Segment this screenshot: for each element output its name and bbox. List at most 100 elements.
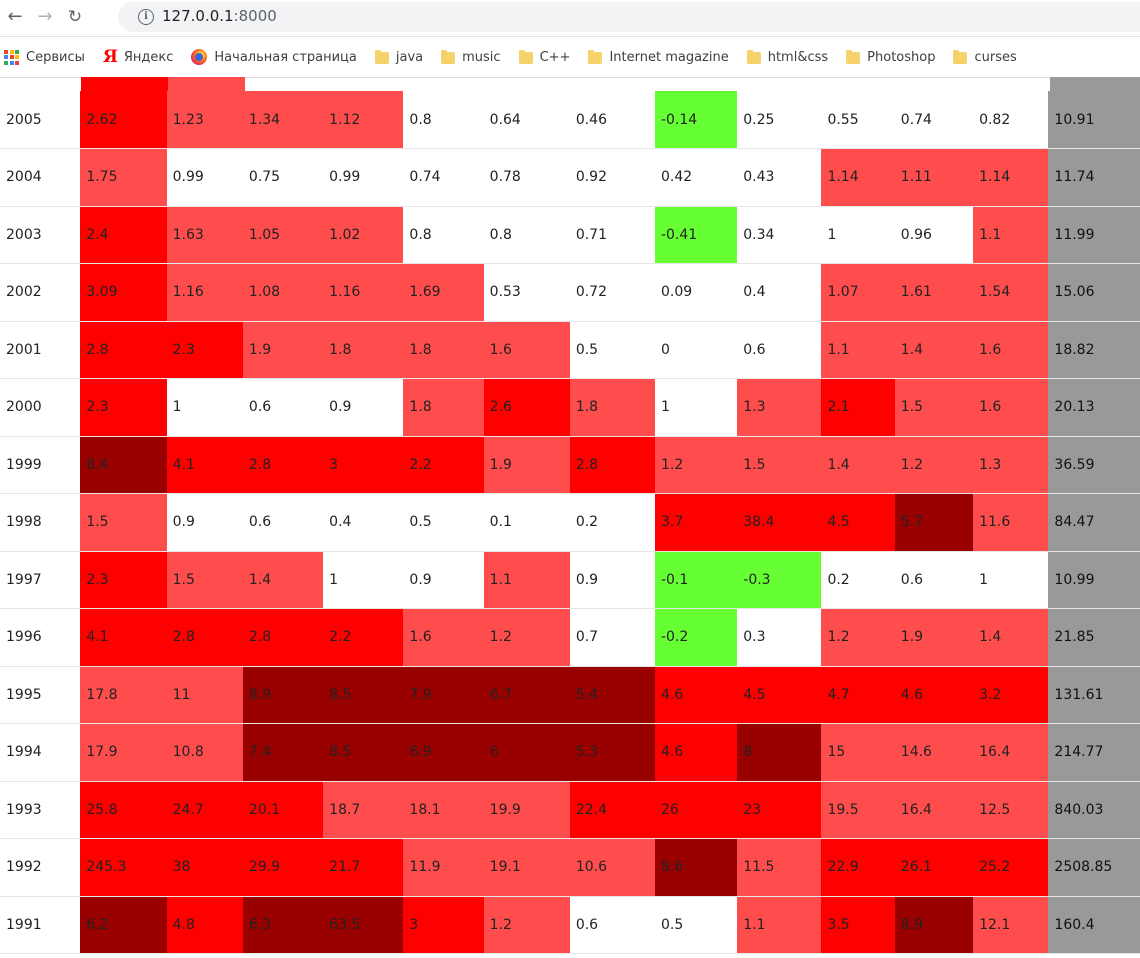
- month-value-cell: 12.5: [973, 781, 1049, 839]
- month-value-cell: 0.5: [654, 896, 738, 954]
- month-value-cell: 16.4: [973, 723, 1049, 782]
- partial-row-cell: [81, 77, 168, 91]
- month-value-cell: 1: [973, 551, 1049, 609]
- bookmark-internet-magazine[interactable]: Internet magazine: [588, 45, 729, 69]
- info-icon[interactable]: i: [138, 9, 154, 25]
- month-value-cell: 8.4: [80, 436, 167, 494]
- year-cell: 2004: [0, 148, 81, 207]
- folder-icon: [518, 49, 533, 64]
- bookmark-curses[interactable]: curses: [953, 45, 1017, 69]
- month-value-cell: 0.6: [242, 378, 324, 437]
- month-value-cell: 2.3: [80, 378, 167, 437]
- url-input[interactable]: i 127.0.0.1:8000: [118, 2, 1140, 32]
- back-arrow-icon[interactable]: ←: [7, 6, 23, 27]
- year-cell: 1995: [0, 666, 81, 724]
- month-value-cell: 3.5: [821, 896, 895, 954]
- month-value-cell: 1: [821, 206, 895, 264]
- bookmark-label: java: [395, 49, 424, 65]
- month-value-cell: 4.8: [166, 896, 243, 954]
- month-value-cell: 6.7: [483, 666, 570, 724]
- month-value-cell: 3: [323, 436, 404, 494]
- month-value-cell: 0.1: [483, 493, 570, 552]
- month-value-cell: 2.62: [80, 91, 167, 149]
- forward-arrow-icon[interactable]: →: [37, 6, 53, 27]
- month-value-cell: 17.9: [80, 723, 167, 782]
- table-row: 1998 1.5 0.9 0.6 0.4 0.5 0.1 0.2 3.7 38.4 4.5 5.7 11…: [0, 493, 1140, 552]
- year-total-cell: 36.59: [1048, 436, 1140, 494]
- month-value-cell: 11.5: [737, 838, 822, 897]
- year-total-cell: 214.77: [1048, 723, 1140, 782]
- month-value-cell: 0.96: [894, 206, 974, 264]
- bookmark-label: Photoshop: [867, 49, 936, 65]
- month-value-cell: 19.1: [483, 838, 570, 897]
- month-value-cell: 0.8: [403, 91, 484, 149]
- month-value-cell: 1.8: [403, 378, 484, 437]
- year-total-cell: 21.85: [1048, 608, 1140, 667]
- month-value-cell: 4.7: [821, 666, 895, 724]
- month-value-cell: 0.42: [654, 148, 738, 207]
- bookmark-photoshop[interactable]: Photoshop: [846, 45, 935, 69]
- month-value-cell: 2.3: [166, 321, 243, 379]
- month-value-cell: 19.9: [483, 781, 570, 839]
- month-value-cell: -0.14: [654, 91, 738, 149]
- bookmark-label: Начальная страница: [214, 49, 357, 65]
- month-value-cell: 4.6: [894, 666, 974, 724]
- month-value-cell: 0.6: [569, 896, 655, 954]
- apps-grid-icon: [4, 49, 19, 65]
- month-value-cell: 0.82: [973, 91, 1049, 149]
- month-value-cell: 23: [737, 781, 822, 839]
- year-cell: 1993: [0, 781, 81, 839]
- bookmark-сервисы[interactable]: Сервисы: [4, 45, 85, 69]
- bookmark-java[interactable]: java: [374, 45, 424, 69]
- month-value-cell: 1.5: [166, 551, 243, 609]
- month-value-cell: 1.4: [973, 608, 1049, 667]
- bookmark-music[interactable]: music: [441, 45, 501, 69]
- table-row: 1999 8.4 4.1 2.8 3 2.2 1.9 2.8 1.2 1.5 1.4 1.2 1.3 36…: [0, 436, 1140, 494]
- month-value-cell: 0.6: [894, 551, 974, 609]
- bookmark-html-css[interactable]: html&css: [746, 45, 829, 69]
- month-value-cell: 2.4: [80, 206, 167, 264]
- bookmark-label: Internet magazine: [609, 49, 729, 65]
- table-row: 2005 2.62 1.23 1.34 1.12 0.8 0.64 0.46 -0.14 0.25…: [0, 91, 1140, 149]
- month-value-cell: 15: [821, 723, 895, 782]
- year-total-cell: 18.82: [1048, 321, 1140, 379]
- bookmark-label: C++: [539, 49, 571, 65]
- bookmark-c-[interactable]: C++: [518, 45, 571, 69]
- month-value-cell: 0.2: [821, 551, 895, 609]
- month-value-cell: 25.8: [80, 781, 167, 839]
- year-total-cell: 20.13: [1048, 378, 1140, 437]
- month-value-cell: 0.4: [323, 493, 404, 552]
- month-value-cell: 2.8: [166, 608, 243, 667]
- url-port: :8000: [233, 7, 277, 25]
- month-value-cell: 1.75: [80, 148, 167, 207]
- month-value-cell: 1.1: [483, 551, 570, 609]
- month-value-cell: 0.99: [166, 148, 243, 207]
- month-value-cell: 1.5: [737, 436, 822, 494]
- folder-icon: [846, 49, 861, 64]
- bookmark-label: Яндекс: [123, 49, 174, 65]
- bookmark-яндекс[interactable]: Я Яндекс: [103, 45, 174, 69]
- month-value-cell: -0.2: [654, 608, 738, 667]
- address-bar: ← → ↻ i 127.0.0.1:8000: [0, 0, 1140, 37]
- table-row: 1997 2.3 1.5 1.4 1 0.9 1.1 0.9 -0.1 -0.3 0.2 0.6 1 10…: [0, 551, 1140, 609]
- url-text[interactable]: 127.0.0.1:8000: [162, 7, 277, 25]
- folder-icon: [374, 49, 389, 64]
- month-value-cell: 8: [737, 723, 822, 782]
- yandex-icon: Я: [102, 47, 118, 67]
- bookmark-label: html&css: [767, 49, 829, 65]
- month-value-cell: 1.8: [403, 321, 484, 379]
- month-value-cell: 0.55: [821, 91, 895, 149]
- month-value-cell: 2.8: [569, 436, 655, 494]
- reload-icon[interactable]: ↻: [67, 7, 83, 27]
- partial-row-cell: [1050, 77, 1140, 91]
- year-cell: 2005: [0, 91, 81, 149]
- month-value-cell: 21.7: [323, 838, 404, 897]
- month-value-cell: 4.1: [166, 436, 243, 494]
- month-value-cell: 11.6: [973, 493, 1049, 552]
- month-value-cell: 1.08: [242, 263, 324, 322]
- month-value-cell: 0.4: [737, 263, 822, 322]
- firefox-icon: [191, 49, 208, 65]
- bookmark-начальная-страница[interactable]: Начальная страница: [191, 45, 357, 69]
- month-value-cell: 0.9: [403, 551, 484, 609]
- month-value-cell: 0.43: [737, 148, 822, 207]
